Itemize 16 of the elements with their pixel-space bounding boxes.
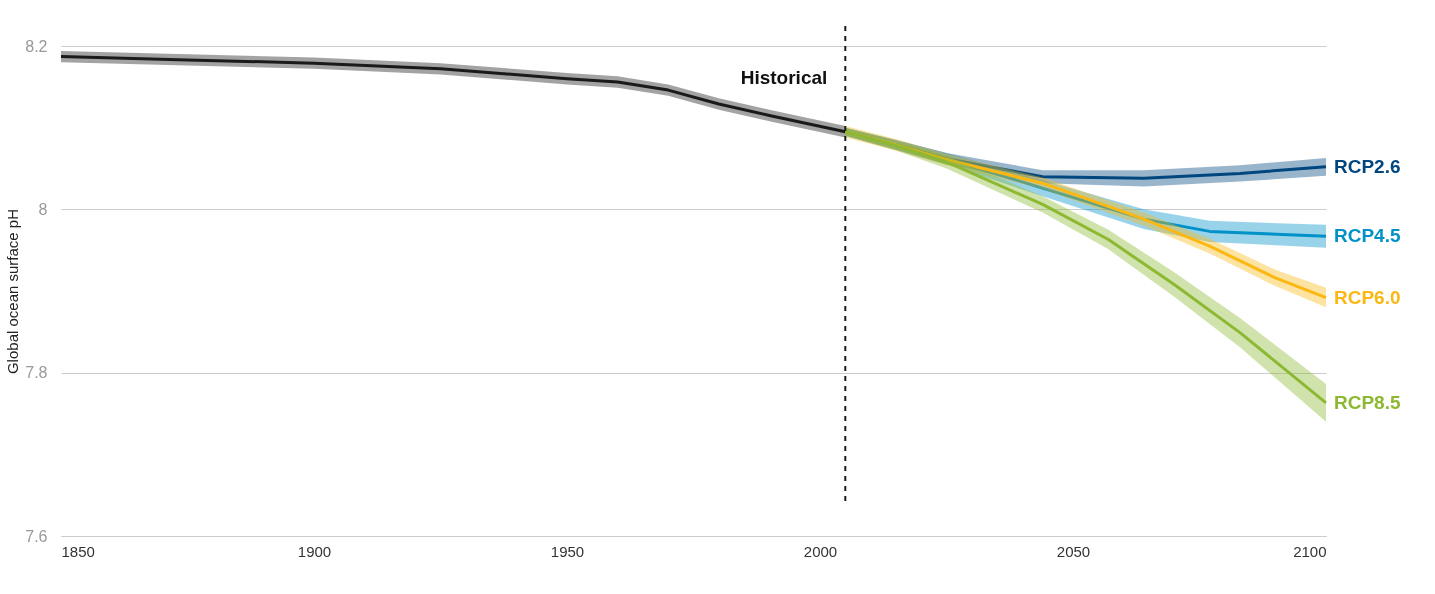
series-label: RCP4.5 xyxy=(1334,225,1401,247)
x-tick-label: 2100 xyxy=(1293,542,1327,560)
y-tick-label: 8 xyxy=(38,200,48,218)
y-tick-label: 7.8 xyxy=(25,364,48,382)
y-tick-label: 8.2 xyxy=(25,37,48,55)
x-tick-label: 1900 xyxy=(297,542,332,560)
x-tick-label: 1950 xyxy=(550,542,585,560)
x-tick-label: 2050 xyxy=(1056,542,1091,560)
series-label: RCP8.5 xyxy=(1334,391,1401,413)
x-tick-label: 2000 xyxy=(803,542,838,560)
x-tick-label: 1850 xyxy=(61,542,95,560)
y-axis-title: Global ocean surface pH xyxy=(4,208,22,375)
series-label: RCP2.6 xyxy=(1334,155,1401,177)
series-label: RCP6.0 xyxy=(1334,286,1401,308)
ref-line-label: Historical xyxy=(740,67,828,88)
y-tick-label: 7.6 xyxy=(25,527,48,545)
